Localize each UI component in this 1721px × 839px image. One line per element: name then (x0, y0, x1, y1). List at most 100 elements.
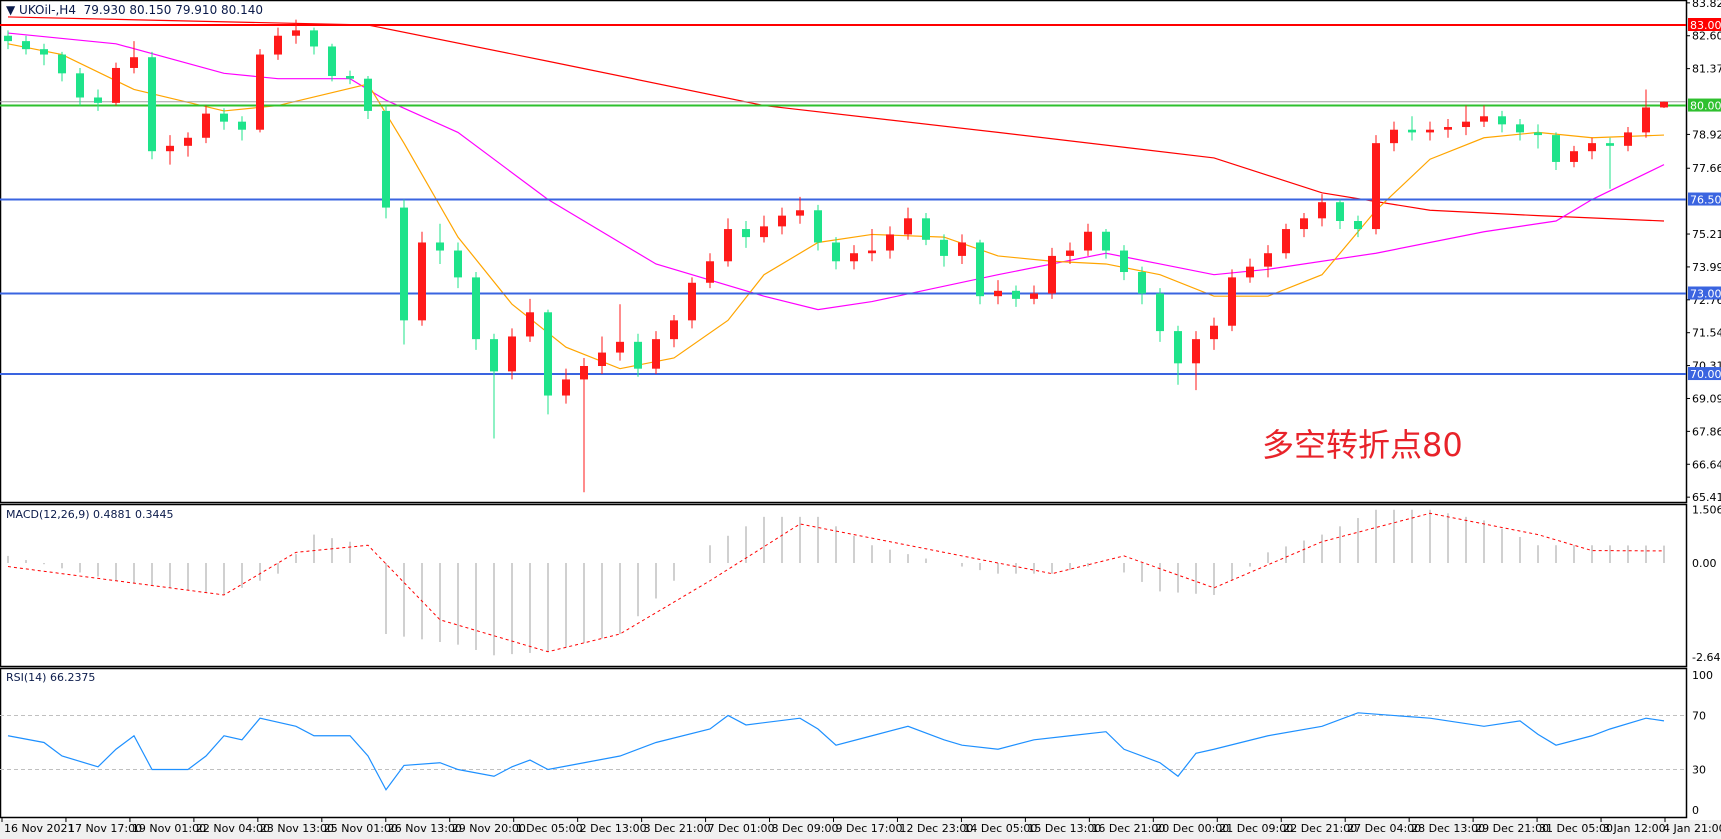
status-strip (0, 820, 1721, 839)
candle-body (1192, 339, 1200, 364)
time-tick-label: 22 Dec 21:00 (1283, 822, 1357, 835)
level-label-bg (1688, 18, 1721, 31)
candle-body (382, 110, 390, 208)
candle (1246, 258, 1254, 283)
candle-body (400, 207, 408, 321)
candle (1282, 223, 1290, 259)
price-tick-label: 82.600 (1692, 30, 1721, 43)
candle (904, 207, 912, 240)
candle-body (166, 145, 174, 152)
time-tick-label: 29 Dec 21:00 (1475, 822, 1549, 835)
candle (1534, 124, 1542, 149)
candle (1120, 245, 1128, 281)
candle-body (454, 250, 462, 278)
candle-body (778, 215, 786, 227)
candle (328, 43, 336, 82)
rsi-tick-label: 70 (1692, 710, 1706, 723)
time-tick-label: 31 Dec 05:00 (1539, 822, 1613, 835)
candle-body (1516, 124, 1524, 133)
candle (1318, 194, 1326, 227)
price-tick-label: 75.215 (1692, 228, 1721, 241)
candle (1012, 285, 1020, 307)
price-tick-label: 66.640 (1692, 458, 1721, 471)
candle (652, 331, 660, 375)
candle-body (220, 113, 228, 122)
time-tick-label: 7 Dec 01:00 (708, 822, 775, 835)
time-tick-label: 17 Nov 17:00 (68, 822, 142, 835)
candle (1606, 137, 1614, 189)
symbol-label: UKOil-,H4 (19, 3, 76, 17)
candle (868, 229, 876, 262)
candle-body (1282, 229, 1290, 254)
time-tick-label: 27 Dec 04:00 (1347, 822, 1421, 835)
candle (1066, 242, 1074, 264)
dropdown-triangle-icon[interactable]: ▼ (6, 3, 20, 17)
candle-body (742, 229, 750, 238)
time-tick-label: 8 Dec 09:00 (772, 822, 839, 835)
candle-body (904, 218, 912, 235)
candle-body (616, 341, 624, 353)
time-tick-label: 15 Dec 13:00 (1027, 822, 1101, 835)
candle-body (1642, 107, 1650, 133)
time-tick-label: 25 Nov 01:00 (324, 822, 398, 835)
level-label-bg (1688, 286, 1721, 300)
price-tick-label: 65.415 (1692, 491, 1721, 504)
candle-body (310, 30, 318, 47)
candle (454, 242, 462, 289)
time-tick-label: 29 Nov 20:00 (452, 822, 526, 835)
price-tick-label: 78.925 (1692, 128, 1721, 141)
candle (364, 76, 372, 119)
candle (4, 30, 12, 50)
candle (706, 253, 714, 289)
candle-body (832, 242, 840, 262)
rsi-tick-label: 0 (1692, 804, 1699, 817)
candle-body (436, 242, 444, 251)
candle (1498, 110, 1506, 133)
candle (184, 132, 192, 157)
candle (1426, 121, 1434, 141)
main-panel (0, 0, 1688, 504)
candle-body (1552, 135, 1560, 162)
time-tick-label: 3 Jan 12:00 (1603, 822, 1666, 835)
candle (1570, 145, 1578, 168)
candle-body (292, 30, 300, 36)
candle-body (598, 352, 606, 366)
candle (94, 89, 102, 111)
time-tick-label: 28 Dec 13:00 (1411, 822, 1485, 835)
candle (220, 108, 228, 130)
candle-body (1606, 143, 1614, 146)
candle (634, 333, 642, 377)
level-label: 73.000 (1690, 288, 1721, 301)
candle (976, 239, 984, 305)
candle (1264, 245, 1272, 278)
candle (130, 41, 138, 74)
time-tick-label: 2 Dec 13:00 (580, 822, 647, 835)
candle (688, 277, 696, 329)
candle-body (580, 365, 588, 380)
candle (148, 51, 156, 160)
level-label: 70.000 (1690, 368, 1721, 381)
candle-body (256, 54, 264, 130)
candle-body (1174, 331, 1182, 364)
candle (418, 231, 426, 326)
candle-body (922, 218, 930, 240)
candle-body (1462, 121, 1470, 128)
candle (1642, 89, 1650, 138)
candle (742, 221, 750, 248)
macd-panel (0, 503, 1688, 668)
rsi-tick-label: 30 (1692, 764, 1706, 777)
candle (1480, 105, 1488, 128)
candle (400, 199, 408, 345)
candle-body (994, 290, 1002, 297)
candle-body (1534, 132, 1542, 136)
candle (76, 67, 84, 106)
candle (598, 336, 606, 375)
ma-short-line (7, 43, 1665, 370)
candle-body (1318, 202, 1326, 219)
candle-body (634, 341, 642, 369)
candle-body (1588, 143, 1596, 152)
candle (994, 280, 1002, 305)
candle-body (1426, 129, 1434, 133)
candle (292, 19, 300, 44)
